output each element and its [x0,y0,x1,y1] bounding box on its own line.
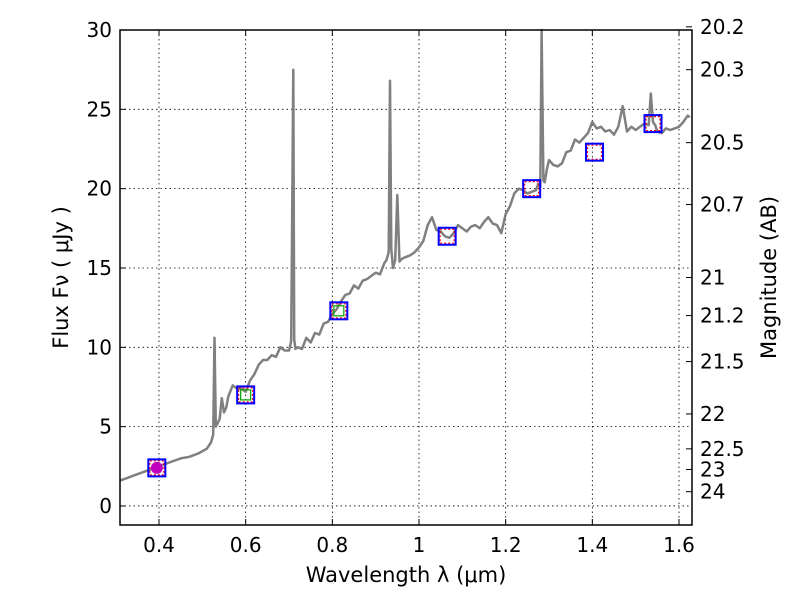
photometry-point [522,179,542,199]
x-tick-label: 0.4 [143,533,175,557]
y2-tick-label: 22.5 [700,437,745,461]
y2-tick-label: 20.3 [700,58,745,82]
x-tick-label: 1 [413,533,426,557]
axis-ticks: 0.4 0.6 0.8 1 1.2 1.4 1.6 0 5 10 15 20 25 30 20.2 20.3 2… [87,15,745,557]
photometry-point [643,114,663,134]
optical-filter-box [240,389,252,401]
spectrum-series [119,28,691,482]
y2-tick-label: 21.5 [700,350,745,374]
optical-filter-box [333,305,345,317]
x-tick-label: 1.4 [576,533,608,557]
photometry-point [437,226,457,246]
photometry-point [329,301,349,321]
x-tick-label: 0.8 [316,533,348,557]
y2-tick-label: 20.7 [700,193,745,217]
y-tick-label: 15 [87,256,112,280]
model-flux-box [329,301,349,321]
plot-frame [119,29,693,526]
y-tick-label: 0 [99,494,112,518]
spectrum-line [119,28,691,482]
y-tick-label: 10 [87,335,112,359]
observed-flux-box [586,144,603,160]
grid-lines [120,29,692,525]
x-tick-label: 1.6 [663,533,695,557]
x-axis-label: Wavelength λ (μm) [306,563,507,587]
y2-tick-label: 20.2 [700,15,745,39]
observed-flux-box [149,460,165,476]
y-tick-label: 30 [87,18,112,42]
model-flux-box [585,142,604,162]
photometry-point [236,385,256,405]
model-flux-box [643,114,663,134]
photometry-markers [147,114,663,478]
observed-flux-box [439,228,455,244]
model-flux-box [236,385,256,405]
y2-axis-label: Magnitude (AB) [757,196,781,359]
photometry-dot [150,461,163,474]
y-axis-label: Flux Fν ( μJy ) [49,206,73,349]
model-flux-box [522,179,542,199]
y2-tick-label: 24 [700,480,725,504]
x-tick-label: 1.2 [490,533,522,557]
y2-tick-label: 22 [700,402,725,426]
y-tick-label: 20 [87,177,112,201]
y2-tick-label: 21.2 [700,304,745,328]
observed-flux-box [238,387,254,403]
x-tick-label: 0.6 [230,533,262,557]
observed-flux-box [645,116,661,132]
photometry-point [585,142,604,162]
model-flux-box [147,458,167,478]
y2-tick-label: 21 [700,266,725,290]
y2-tick-label: 20.5 [700,131,745,155]
model-flux-box [437,226,457,246]
observed-flux-box [524,181,540,197]
y-tick-label: 25 [87,97,112,121]
y2-tick-label: 23 [700,457,725,481]
y-tick-label: 5 [99,415,112,439]
photometry-point [147,458,167,478]
observed-flux-box [331,303,347,319]
